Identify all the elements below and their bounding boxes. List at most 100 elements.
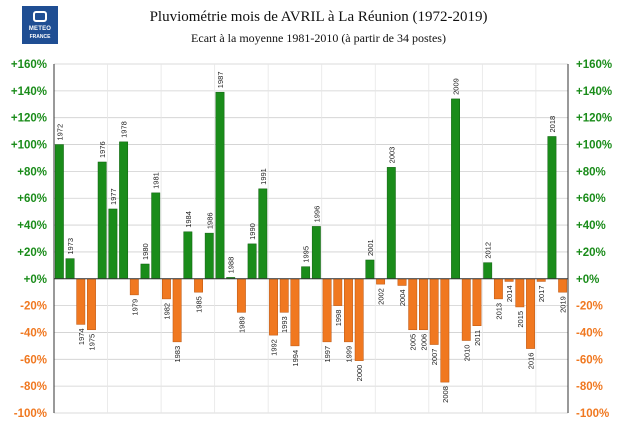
bar-year-label: 2002: [377, 288, 386, 305]
bar-year-label: 2016: [527, 353, 536, 370]
bar-year-label: 2017: [537, 285, 546, 302]
bar: [526, 278, 535, 349]
bar: [258, 188, 268, 280]
bar-year-label: 1987: [216, 72, 225, 89]
bar-year-label: 1982: [162, 303, 171, 320]
bar-year-label: 2006: [419, 334, 428, 351]
bar-year-label: 1973: [66, 238, 75, 255]
y-tick-label-right: +40%: [576, 220, 606, 232]
bar-year-label: 1977: [109, 188, 118, 205]
y-tick-label-right: -100%: [576, 408, 609, 420]
bar-year-label: 2012: [484, 242, 493, 259]
chart-subtitle: Ecart à la moyenne 1981-2010 (à partir d…: [191, 31, 446, 45]
bar-year-label: 2005: [409, 334, 418, 351]
bar-year-label: 1983: [173, 346, 182, 363]
bar: [54, 144, 64, 280]
bar-year-label: 2008: [441, 386, 450, 403]
bar-year-label: 1994: [291, 350, 300, 367]
bar: [344, 278, 353, 343]
y-tick-label-right: +20%: [576, 247, 606, 259]
bar: [247, 243, 257, 280]
bar: [76, 278, 86, 325]
bar-year-label: 1980: [141, 243, 150, 260]
bar-year-label: 2014: [505, 285, 514, 302]
bar-year-label: 1974: [77, 328, 86, 345]
bar: [269, 278, 278, 336]
bar: [451, 98, 460, 280]
bar-year-label: 1985: [195, 296, 204, 313]
bar: [547, 136, 557, 280]
bar: [440, 278, 450, 383]
bar-year-label: 1996: [312, 206, 321, 223]
bar: [194, 278, 203, 293]
y-tick-label-left: +0%: [24, 274, 47, 286]
bar: [204, 232, 214, 280]
bar: [376, 278, 386, 285]
y-tick-label-right: -80%: [576, 381, 603, 393]
bar-year-label: 1988: [227, 257, 236, 274]
bar: [472, 278, 482, 326]
bar: [108, 208, 118, 280]
y-tick-label-right: +140%: [576, 86, 612, 98]
bar-year-label: 1978: [120, 121, 129, 138]
bar: [365, 259, 375, 280]
bar-year-label: 1998: [334, 310, 343, 327]
bar-year-label: 1997: [323, 346, 332, 363]
bar-year-label: 2015: [516, 311, 525, 328]
y-tick-label-left: +140%: [11, 86, 47, 98]
y-tick-label-left: +100%: [11, 140, 47, 152]
y-tick-label-right: +100%: [576, 140, 612, 152]
y-tick-label-left: +160%: [11, 59, 47, 71]
bar: [140, 263, 150, 280]
y-tick-label-right: +0%: [576, 274, 599, 286]
bar-year-label: 1995: [302, 246, 311, 263]
y-tick-label-right: +120%: [576, 113, 612, 125]
bar-year-label: 2011: [473, 330, 482, 346]
bar-year-label: 1981: [152, 172, 161, 189]
y-tick-label-left: -60%: [20, 354, 47, 366]
bar: [162, 278, 171, 300]
logo-mark-icon: [33, 11, 47, 22]
logo-text-meteo: METEO: [28, 26, 52, 32]
bar: [129, 278, 139, 296]
y-tick-label-right: +60%: [576, 193, 606, 205]
bar: [397, 278, 407, 286]
y-tick-label-right: +80%: [576, 166, 606, 178]
y-tick-label-left: +80%: [17, 166, 47, 178]
y-tick-label-right: -20%: [576, 301, 603, 313]
bar: [311, 226, 321, 280]
bar: [429, 278, 439, 345]
y-tick-label-left: -40%: [20, 327, 47, 339]
bar-year-label: 1990: [248, 223, 257, 240]
bar: [408, 278, 418, 331]
bar: [236, 278, 246, 313]
bar: [354, 278, 364, 361]
bar-year-label: 1999: [344, 346, 353, 363]
bar-year-label: 1989: [237, 316, 246, 333]
bar-year-label: 2018: [548, 116, 557, 133]
bar-year-label: 2010: [462, 345, 471, 362]
bar-year-label: 2009: [452, 78, 461, 95]
bar: [290, 278, 300, 347]
bar-year-label: 2019: [559, 296, 568, 313]
y-tick-label-left: +120%: [11, 113, 47, 125]
bar-year-label: 1972: [55, 124, 64, 141]
bar-year-label: 1992: [270, 339, 279, 356]
bar-year-label: 2004: [398, 289, 407, 306]
bar-year-label: 2000: [355, 365, 364, 382]
bar: [515, 278, 525, 308]
bar: [333, 278, 343, 306]
bar-year-label: 1986: [205, 212, 214, 229]
bar: [65, 258, 75, 280]
bar: [183, 231, 193, 280]
bar-year-label: 1976: [98, 141, 107, 158]
y-tick-label-left: -80%: [20, 381, 47, 393]
bar: [322, 278, 332, 343]
bar: [151, 192, 161, 280]
bar: [386, 167, 396, 280]
bar: [558, 278, 568, 293]
bar: [419, 278, 428, 331]
y-tick-label-left: -100%: [14, 408, 47, 420]
bar-year-label: 2013: [494, 303, 503, 320]
